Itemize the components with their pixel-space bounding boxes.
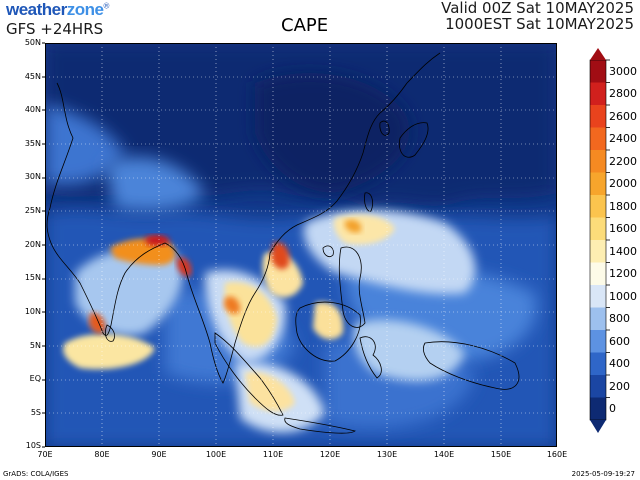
colorbar-cell [590, 217, 606, 241]
mid-cape-region-tibet [105, 157, 205, 211]
yellow-cape-thailand [224, 282, 277, 347]
lat-label: 45N [24, 72, 41, 81]
red-cape-vietnam-north [271, 242, 290, 270]
lat-label: 10N [24, 307, 41, 316]
lon-label: 100E [205, 450, 227, 459]
colorbar-label: 2200 [609, 155, 637, 168]
colorbar-cell [590, 397, 606, 421]
colorbar-label: 200 [609, 380, 630, 393]
lat-label: 25N [24, 206, 41, 215]
valid-time-local: 1000EST Sat 10MAY2025 [445, 15, 634, 33]
model-run-label: GFS +24HRS [6, 20, 104, 38]
lon-label: 160E [546, 450, 568, 459]
orange-cape-thailand [224, 296, 241, 314]
logo-accent-text: zone [66, 0, 104, 19]
colorbar-label: 1200 [609, 267, 637, 280]
colorbar-cell [590, 105, 606, 128]
generated-timestamp: 2025-05-09-19:27 [571, 470, 635, 478]
lon-label: 120E [319, 450, 341, 459]
java-coastline [284, 417, 356, 434]
colorbar-label: 2800 [609, 87, 637, 100]
yellow-cape-vietnam [262, 252, 303, 298]
moderate-cape-india [75, 248, 184, 336]
sri-lanka-coastline [105, 324, 115, 342]
new-guinea-coastline [423, 341, 520, 390]
coastlines [46, 52, 520, 434]
lat-label: 5N [29, 341, 41, 350]
lat-label: 5S [30, 408, 41, 417]
hainan-coastline [322, 245, 334, 257]
colorbar-label: 3000 [609, 65, 637, 78]
colorbar-cell [590, 307, 606, 331]
colorbar-cell [590, 127, 606, 151]
lat-label: 10S [25, 441, 41, 450]
axis-ticks [42, 42, 45, 448]
colorbar-cell [590, 150, 606, 173]
colorbar-label: 1000 [609, 290, 637, 303]
colorbar-cell [590, 330, 606, 353]
colorbar-label: 800 [609, 312, 630, 325]
mainland-coastline [46, 52, 441, 384]
korea-coastline [379, 120, 390, 136]
lat-label: 15N [24, 273, 41, 282]
logo-registered-mark: ® [103, 1, 109, 11]
software-credit: GrADS: COLA/IGES [3, 470, 69, 478]
colorbar-cell [590, 240, 606, 263]
colorbar-cell [590, 262, 606, 286]
colorbar-cell [590, 60, 606, 83]
colorbar-cell [590, 195, 606, 218]
lat-label: 40N [24, 105, 41, 114]
colorbar-label: 2400 [609, 132, 637, 145]
yellow-cape-sri-lanka-band [63, 333, 155, 370]
colorbar-label: 1800 [609, 200, 637, 213]
map-title: CAPE [281, 15, 329, 36]
weatherzone-logo: weatherzone® [6, 0, 109, 20]
colorbar-cell [590, 285, 606, 308]
red-cape-bengal [145, 235, 170, 246]
colorbar-label: 2000 [609, 177, 637, 190]
colorbar-label: 1600 [609, 222, 637, 235]
valid-time-utc: Valid 00Z Sat 10MAY2025 [441, 0, 634, 17]
colorbar-label: 2600 [609, 110, 637, 123]
lat-label: 50N [24, 38, 41, 47]
cape-map [45, 43, 557, 447]
colorbar-label: 400 [609, 357, 630, 370]
colorbar-cell [590, 375, 606, 398]
low-cape-region-china [255, 73, 410, 193]
colorbar-label: 0 [609, 402, 616, 415]
graticule [45, 43, 557, 447]
borneo-coastline [295, 301, 361, 362]
sulawesi-coastline [359, 336, 382, 379]
cape-colorbar [589, 48, 610, 433]
lat-label: 20N [24, 240, 41, 249]
lon-label: 70E [37, 450, 53, 459]
lon-label: 110E [262, 450, 284, 459]
colorbar-cell [590, 172, 606, 196]
lat-label: EQ [29, 374, 41, 383]
orange-cape-taiwan-strait [345, 219, 362, 233]
colorbar-bottom-arrow [590, 420, 606, 433]
colorbar-label: 600 [609, 335, 630, 348]
lon-label: 150E [490, 450, 512, 459]
lon-label: 130E [376, 450, 398, 459]
philippines-coastline [338, 246, 366, 328]
yellow-cape-gulf [313, 302, 344, 340]
colorbar-label: 1400 [609, 245, 637, 258]
colorbar-top-arrow [590, 48, 606, 60]
lon-label: 140E [433, 450, 455, 459]
map-frame [45, 43, 557, 447]
lat-label: 35N [24, 139, 41, 148]
taiwan-coastline [364, 192, 373, 212]
lat-label: 30N [24, 172, 41, 181]
sumatra-coastline [214, 332, 284, 416]
logo-main-text: weather [6, 0, 67, 19]
colorbar-cell [590, 82, 606, 106]
japan-coastline [399, 122, 429, 158]
lon-label: 90E [151, 450, 167, 459]
lon-label: 80E [94, 450, 110, 459]
colorbar-cell [590, 352, 606, 376]
